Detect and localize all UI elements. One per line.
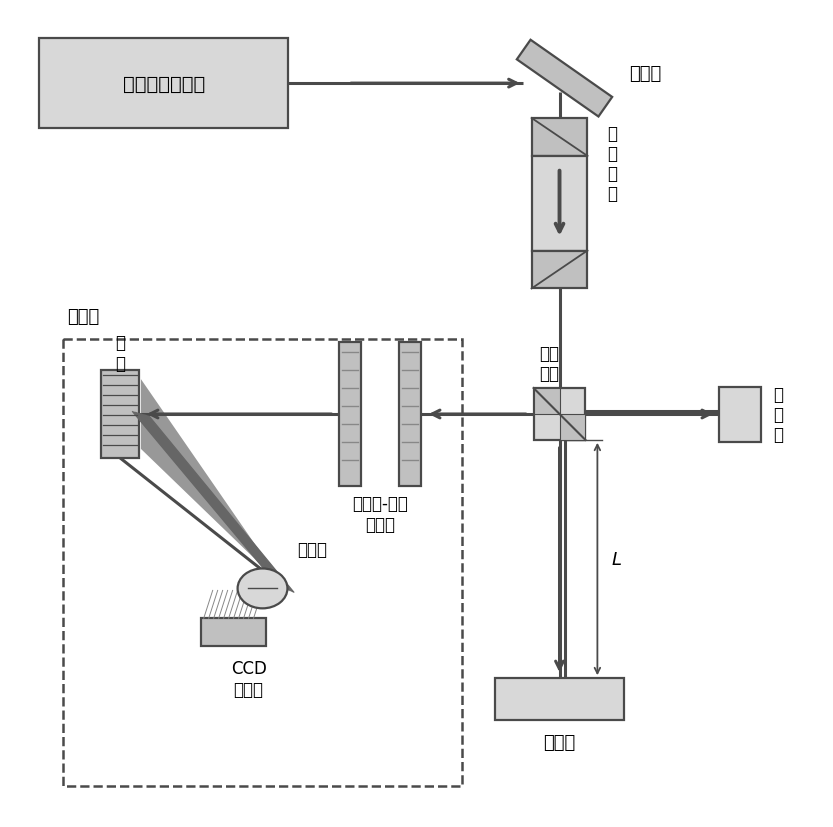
Bar <box>531 156 587 251</box>
Bar <box>531 119 587 156</box>
Text: 参: 参 <box>773 385 783 404</box>
Text: 测量镇: 测量镇 <box>543 733 576 751</box>
Bar <box>531 251 587 289</box>
Bar <box>534 389 586 440</box>
Text: 准直镇: 准直镇 <box>297 540 327 558</box>
Bar <box>560 414 586 440</box>
Ellipse shape <box>237 569 287 609</box>
Bar <box>63 340 461 786</box>
Bar <box>101 370 139 458</box>
Text: 飞秒激光频率梳: 飞秒激光频率梳 <box>122 74 205 93</box>
Text: 隔: 隔 <box>607 145 617 163</box>
Text: 光
栊: 光 栊 <box>115 333 125 372</box>
Bar <box>495 678 624 720</box>
Text: CCD
探测器: CCD 探测器 <box>231 659 267 698</box>
Text: 离: 离 <box>607 165 617 183</box>
Bar <box>39 39 288 129</box>
Text: 光: 光 <box>607 125 617 143</box>
Text: 法布里-珂罗
标准具: 法布里-珂罗 标准具 <box>352 495 408 533</box>
Bar <box>339 343 362 486</box>
Text: 反射镇: 反射镇 <box>629 65 661 83</box>
Polygon shape <box>141 380 286 589</box>
Text: 考: 考 <box>773 405 783 423</box>
Polygon shape <box>516 41 612 117</box>
Text: 器: 器 <box>607 184 617 203</box>
Text: 棱镇: 棱镇 <box>540 365 560 383</box>
Bar <box>399 343 421 486</box>
Text: 镇: 镇 <box>773 425 783 443</box>
Bar <box>534 389 560 414</box>
Bar <box>201 619 266 647</box>
Text: L: L <box>611 550 621 568</box>
Text: 光谱仪: 光谱仪 <box>67 308 99 326</box>
Bar <box>719 388 761 442</box>
Text: 分光: 分光 <box>540 345 560 363</box>
